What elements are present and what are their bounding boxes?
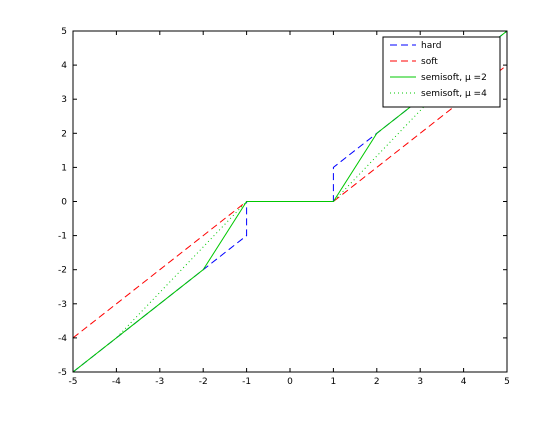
y-tick-label: 4 bbox=[61, 61, 67, 71]
x-tick-label: -4 bbox=[112, 377, 121, 387]
x-tick-label: -2 bbox=[199, 377, 208, 387]
x-tick-label: 2 bbox=[374, 377, 380, 387]
x-tick-label: 1 bbox=[331, 377, 337, 387]
y-tick-label: 5 bbox=[61, 27, 67, 37]
y-tick-label: -4 bbox=[58, 334, 67, 344]
y-tick-label: 1 bbox=[61, 163, 67, 173]
y-tick-label: 2 bbox=[61, 129, 67, 139]
x-tick-label: -1 bbox=[242, 377, 251, 387]
y-tick-label: 0 bbox=[61, 198, 67, 208]
legend-box bbox=[382, 36, 501, 108]
series-line-3 bbox=[72, 30, 508, 373]
y-tick-label: -3 bbox=[58, 300, 67, 310]
y-tick-label: -1 bbox=[58, 232, 67, 242]
legend-label-2: soft bbox=[421, 57, 438, 67]
legend-label-1: hard bbox=[421, 41, 441, 51]
x-tick-label: 0 bbox=[287, 377, 293, 387]
legend-label-4: semisoft, μ =4 bbox=[421, 89, 487, 99]
legend: hard soft semisoft, μ =2 semisoft, μ =4 bbox=[382, 36, 501, 108]
y-tick-label: -2 bbox=[58, 266, 67, 276]
x-tick-label: -5 bbox=[69, 377, 78, 387]
y-tick-label: -5 bbox=[58, 368, 67, 378]
axes-layer: -5 -4 -3 -2 -1 0 1 2 3 4 5 -5 -4 -3 -2 -1 0 1 2 3 4 5 bbox=[58, 27, 510, 387]
x-tick-label: 3 bbox=[417, 377, 423, 387]
x-tick-label: 4 bbox=[461, 377, 467, 387]
legend-label-3: semisoft, μ =2 bbox=[421, 73, 487, 83]
y-tick-label: 3 bbox=[61, 95, 67, 105]
x-tick-label: -3 bbox=[155, 377, 164, 387]
x-tick-label: 5 bbox=[504, 377, 510, 387]
